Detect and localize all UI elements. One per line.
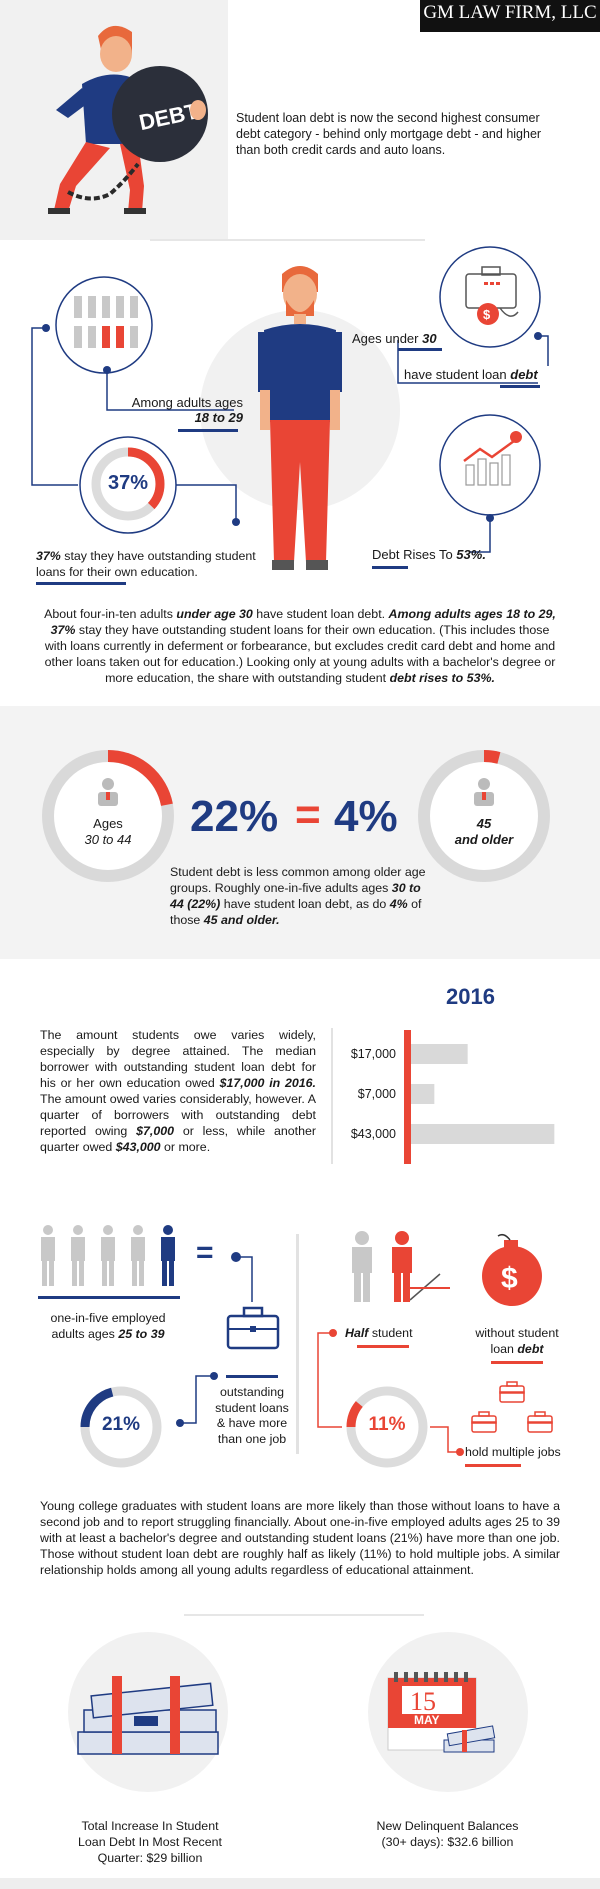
pct-21-donut (80, 1386, 162, 1468)
footer-strip (0, 1878, 600, 1889)
section5-paragraph: Young college graduates with student loa… (40, 1499, 560, 1577)
equals-big: = (295, 790, 321, 839)
debt-rises-label: Debt Rises To 53%. (372, 547, 486, 562)
pct-37-value: 37% (107, 472, 149, 494)
section4-paragraph: The amount students owe varies widely, e… (40, 1028, 316, 1154)
bar (411, 1124, 555, 1144)
bomb-dollar-icon: $ (482, 1233, 542, 1306)
chart-axis (404, 1030, 411, 1164)
half-student-label: Half student (345, 1326, 413, 1340)
rising-chart-icon (463, 431, 522, 486)
bar-label: $43,000 (351, 1127, 396, 1141)
divider (150, 239, 425, 241)
outstanding-label: outstanding student loans & have more than … (215, 1385, 289, 1446)
donut-ages-30-44 (42, 750, 174, 882)
section3-paragraph: Student debt is less common among older … (170, 865, 426, 927)
people-underline (38, 1296, 180, 1299)
bar (411, 1084, 435, 1104)
pct-37-caption: 37% stay they have outstanding student l… (36, 549, 256, 579)
section5-connectors-left (176, 1234, 464, 1456)
hold-multiple-underline (465, 1464, 521, 1467)
hold-multiple-jobs-label: hold multiple jobs (465, 1445, 561, 1459)
money-stack-illustration (68, 1632, 228, 1792)
pct-4-big: 4% (334, 792, 398, 841)
dollar-sign-text: $ (483, 307, 491, 322)
pct-21-value: 21% (101, 1414, 141, 1435)
have-loan-underline (500, 385, 540, 388)
vertical-divider (331, 1028, 333, 1164)
calendar-illustration: 15 MAY (368, 1632, 528, 1792)
delinquent-caption: New Delinquent Balances (30+ days): $32.6… (376, 1819, 519, 1849)
without-debt-label: without student loan debt (475, 1326, 559, 1356)
bomb-dollar-text: $ (501, 1262, 518, 1295)
man-figure-illustration (258, 266, 342, 570)
intro-text: Student loan debt is now the second high… (236, 111, 542, 157)
bar-label: $17,000 (351, 1047, 396, 1061)
without-underline (491, 1361, 543, 1364)
employed-people-icons (41, 1225, 175, 1286)
section2-paragraph: About four-in-ten adults under age 30 ha… (44, 607, 556, 685)
one-in-five-label: one-in-five employed adults ages 25 to 39 (50, 1311, 166, 1341)
ages-45-older-label: 45 and older (454, 816, 514, 847)
calendar-day: 15 (410, 1687, 436, 1716)
multiple-briefcases-icon (471, 1381, 553, 1433)
total-increase-caption: Total Increase In Student Loan Debt In Mo… (78, 1819, 222, 1865)
debt-rises-underline (372, 566, 408, 569)
briefcase-icon (226, 1306, 280, 1350)
among-adults-label: Among adults ages 18 to 29 (131, 395, 243, 425)
bar-label: $7,000 (358, 1087, 396, 1101)
briefcase-dollar-icon: $ (465, 266, 519, 325)
among-underline (178, 429, 238, 432)
pct-11-value: 11% (368, 1414, 406, 1435)
debt-bar-chart: $17,000 $7,000 $43,000 (351, 1030, 555, 1164)
pct-22-big: 22% (190, 792, 279, 841)
donut-45-older (418, 750, 550, 882)
ages-under-underline (398, 348, 442, 351)
have-loan-label: have student loan debt (404, 367, 538, 382)
firm-logo: GM LAW FIRM, LLC (420, 0, 600, 32)
ages-under-label: Ages under 30 (352, 331, 437, 346)
chart-year-title: 2016 (446, 984, 495, 1009)
equals-sign: = (196, 1236, 214, 1269)
people-group-icon (74, 296, 138, 348)
pct-37-donut (91, 447, 165, 521)
two-people-icon (352, 1231, 412, 1302)
half-underline (357, 1345, 409, 1348)
pct-11-donut (346, 1386, 428, 1468)
divider-bottom (184, 1614, 424, 1616)
pct-caption-underline (36, 582, 126, 585)
ages-30-44-label: Ages 30 to 44 (84, 816, 132, 847)
person-with-debt-ball-illustration: DEBT (48, 25, 208, 214)
bar (411, 1044, 468, 1064)
calendar-month: MAY (414, 1713, 440, 1727)
